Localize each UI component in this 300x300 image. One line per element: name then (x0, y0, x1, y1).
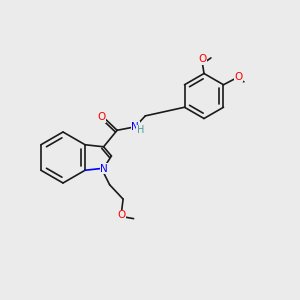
Text: O: O (199, 54, 207, 64)
Text: N: N (131, 122, 139, 132)
Text: O: O (98, 112, 106, 122)
Text: H: H (137, 125, 144, 135)
Text: N: N (100, 164, 108, 174)
Text: O: O (234, 72, 243, 82)
Text: O: O (117, 210, 125, 220)
